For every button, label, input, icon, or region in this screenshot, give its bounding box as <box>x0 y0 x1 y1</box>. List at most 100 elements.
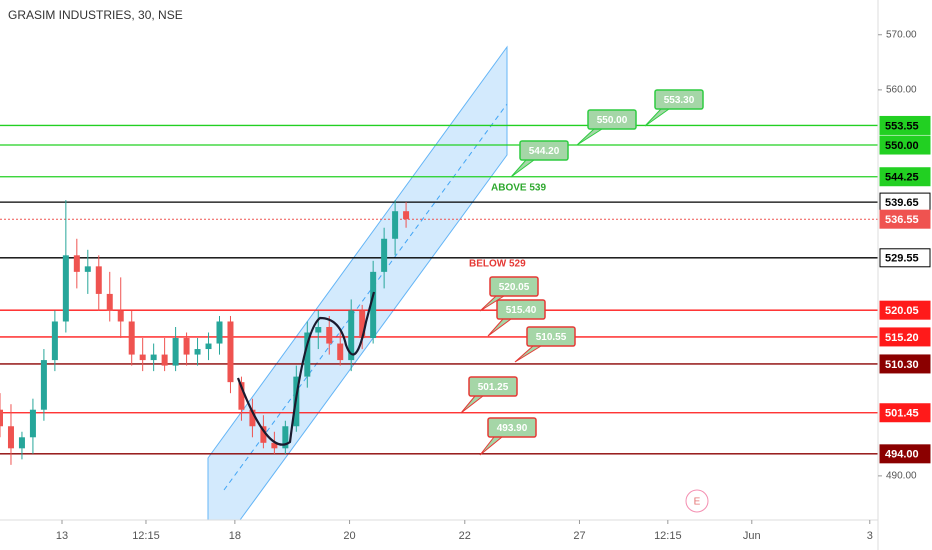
callout-label: 510.55 <box>536 332 567 343</box>
callout-label: 544.20 <box>529 146 560 157</box>
callout-label: 550.00 <box>597 115 628 126</box>
candle-body <box>106 293 113 311</box>
callout-pointer <box>460 395 484 414</box>
y-tick-label: 490.00 <box>886 471 917 482</box>
price-label: 529.55 <box>885 253 919 265</box>
price-label-box <box>879 327 931 347</box>
annotation: BELOW 529 <box>469 259 526 270</box>
callout-pointer <box>576 128 603 146</box>
price-label-box <box>879 403 931 423</box>
pattern-curve <box>236 291 376 446</box>
candle-body <box>249 409 256 427</box>
channel-midline <box>223 103 508 491</box>
candle-body <box>216 321 223 344</box>
candle-body <box>150 354 157 361</box>
callout-box <box>496 299 546 320</box>
callout-box <box>519 140 569 161</box>
price-label: 550.00 <box>885 140 919 152</box>
x-tick-label: 22 <box>459 530 471 542</box>
event-marker <box>685 489 709 513</box>
x-tick-label: 12:15 <box>654 530 682 542</box>
price-label-box <box>879 167 931 187</box>
candle-body <box>282 426 289 449</box>
candle-body <box>7 426 14 449</box>
price-label: 553.55 <box>885 120 919 132</box>
candle-body <box>227 321 234 383</box>
candle-body <box>194 349 201 355</box>
price-label-box <box>879 248 931 268</box>
candle-body <box>172 338 179 366</box>
candle-body <box>370 271 377 339</box>
callout-box <box>489 276 539 297</box>
candle-body <box>117 310 124 322</box>
candle-body <box>62 255 69 322</box>
annotation: ABOVE 539 <box>491 183 546 194</box>
price-label-box <box>879 354 931 374</box>
candle-body <box>392 211 399 239</box>
price-label-box <box>879 209 931 229</box>
callout-label: 553.30 <box>664 95 695 106</box>
price-label-box <box>879 444 931 464</box>
y-tick-label: 570.00 <box>886 29 917 40</box>
price-label: 520.05 <box>885 305 919 317</box>
price-label-box <box>879 300 931 320</box>
x-tick-label: 12:15 <box>132 530 160 542</box>
callout-pointer <box>487 318 512 337</box>
callout-pointer <box>514 345 542 363</box>
annotation: E <box>694 497 701 508</box>
x-tick-label: 20 <box>343 530 355 542</box>
candle-body <box>403 211 410 220</box>
callout-box <box>654 89 704 110</box>
callout-pointer <box>644 108 670 127</box>
x-tick-label: 27 <box>573 530 585 542</box>
candle-body <box>18 437 25 449</box>
callout-box <box>468 376 518 397</box>
callout-pointer <box>479 436 503 456</box>
candle-body <box>337 343 344 361</box>
y-tick-label: 560.00 <box>886 85 917 96</box>
price-label-box <box>879 135 931 155</box>
callout-box <box>587 109 637 130</box>
candle-body <box>326 326 333 344</box>
candle-body <box>260 426 267 443</box>
price-label: 494.00 <box>885 449 919 461</box>
candle-body <box>205 343 212 350</box>
candle-body <box>29 409 36 438</box>
callout-box <box>487 417 537 438</box>
price-label: 515.20 <box>885 332 919 344</box>
x-tick-label: 3 <box>867 530 873 542</box>
candle-body <box>183 338 190 355</box>
x-tick-label: 13 <box>56 530 68 542</box>
candle-body <box>84 266 91 272</box>
callout-label: 501.25 <box>478 382 509 393</box>
x-tick-label: 18 <box>229 530 241 542</box>
candle-body <box>40 360 47 410</box>
candle-body <box>315 326 322 333</box>
callout-label: 520.05 <box>499 282 530 293</box>
candle-body <box>51 321 58 361</box>
price-label: 510.30 <box>885 359 919 371</box>
candle-body <box>359 310 366 339</box>
candle-body <box>238 382 245 410</box>
callout-label: 515.40 <box>506 305 537 316</box>
candle-body <box>128 321 135 355</box>
candle-body <box>271 442 278 449</box>
price-label: 501.45 <box>885 408 919 420</box>
candle-body <box>304 332 311 377</box>
candle-body <box>139 354 146 361</box>
price-label: 544.25 <box>885 172 919 184</box>
callout-pointer <box>510 159 535 178</box>
price-label: 539.65 <box>885 197 919 209</box>
callout-label: 493.90 <box>497 423 528 434</box>
price-label-box <box>879 115 931 135</box>
candle-body <box>161 354 168 366</box>
candle-body <box>348 310 355 361</box>
chart-title: GRASIM INDUSTRIES, 30, NSE <box>8 8 183 22</box>
candle-body <box>381 238 388 272</box>
candle-body <box>73 255 80 272</box>
x-tick-label: Jun <box>743 530 761 542</box>
candle-body <box>95 266 102 294</box>
candle-body <box>0 409 3 427</box>
